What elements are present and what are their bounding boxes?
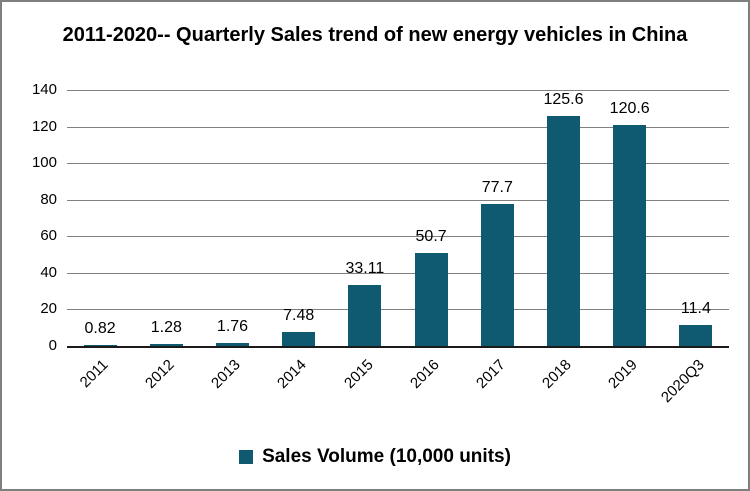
gridline — [67, 272, 729, 274]
bar-value-label: 77.7 — [481, 178, 513, 196]
y-axis-tick-label: 140 — [31, 81, 57, 98]
gridline — [67, 309, 729, 311]
gridline — [67, 199, 729, 201]
legend-label: Sales Volume (10,000 units) — [262, 446, 511, 467]
x-axis: 2011 2012 2013 2014 2015 2016 2017 2018 2019 2020… — [67, 349, 729, 421]
bar-2017 — [480, 203, 514, 346]
x-axis-label: 2020Q3 — [657, 356, 708, 407]
y-axis-tick-label: 40 — [40, 263, 57, 281]
x-axis-label: 2017 — [472, 356, 509, 392]
x-axis-label: 2015 — [340, 356, 377, 392]
x-axis-label: 2012 — [141, 356, 178, 392]
bar-2014 — [282, 332, 316, 346]
legend-marker-icon — [239, 450, 254, 464]
gridline — [67, 163, 729, 165]
x-axis-label: 2011 — [76, 356, 112, 392]
legend: Sales Volume (10,000 units) — [2, 446, 748, 468]
bar-2016 — [414, 253, 448, 346]
gridline — [67, 90, 729, 91]
x-axis-label: 2016 — [406, 356, 443, 392]
bar-value-label: 33.11 — [345, 260, 385, 278]
bar-value-label: 120.6 — [609, 100, 650, 118]
y-axis: 0 20 40 60 80 100 120 140 — [2, 81, 58, 354]
bar-value-label: 0.82 — [84, 319, 116, 337]
bar-value-label: 7.48 — [283, 307, 315, 325]
y-axis-tick-label: 80 — [40, 190, 57, 208]
x-axis-label: 2013 — [208, 356, 244, 392]
bar-2015 — [348, 285, 382, 346]
y-axis-tick-label: 120 — [31, 117, 57, 135]
bar-2012 — [149, 343, 183, 346]
bar-2019 — [613, 125, 647, 346]
x-axis-label: 2018 — [539, 356, 575, 392]
chart-title: 2011-2020-- Quarterly Sales trend of new… — [62, 24, 688, 46]
x-axis-label: 2014 — [274, 356, 311, 392]
bar-value-label: 1.76 — [216, 317, 249, 335]
bar-2013 — [216, 342, 249, 346]
bar-value-label: 125.6 — [543, 91, 584, 109]
bar-2020Q3 — [679, 325, 713, 346]
plot-area: 0.82 1.28 1.76 7.48 33.11 50.7 77.7 125.6 120.6 1… — [67, 90, 729, 348]
bar-value-label: 50.7 — [415, 228, 447, 246]
y-axis-tick-label: 60 — [40, 227, 57, 245]
bar-2018 — [547, 116, 580, 346]
x-axis-label: 2019 — [605, 356, 642, 392]
bar-2011 — [83, 344, 117, 346]
bar-value-label: 1.28 — [150, 318, 182, 336]
y-axis-tick-label: 100 — [31, 154, 57, 172]
y-axis-tick-label: 0 — [48, 337, 57, 354]
gridline — [67, 236, 729, 238]
y-axis-tick-label: 20 — [40, 300, 57, 318]
gridline — [67, 126, 729, 128]
bar-value-label: 11.4 — [680, 300, 711, 318]
